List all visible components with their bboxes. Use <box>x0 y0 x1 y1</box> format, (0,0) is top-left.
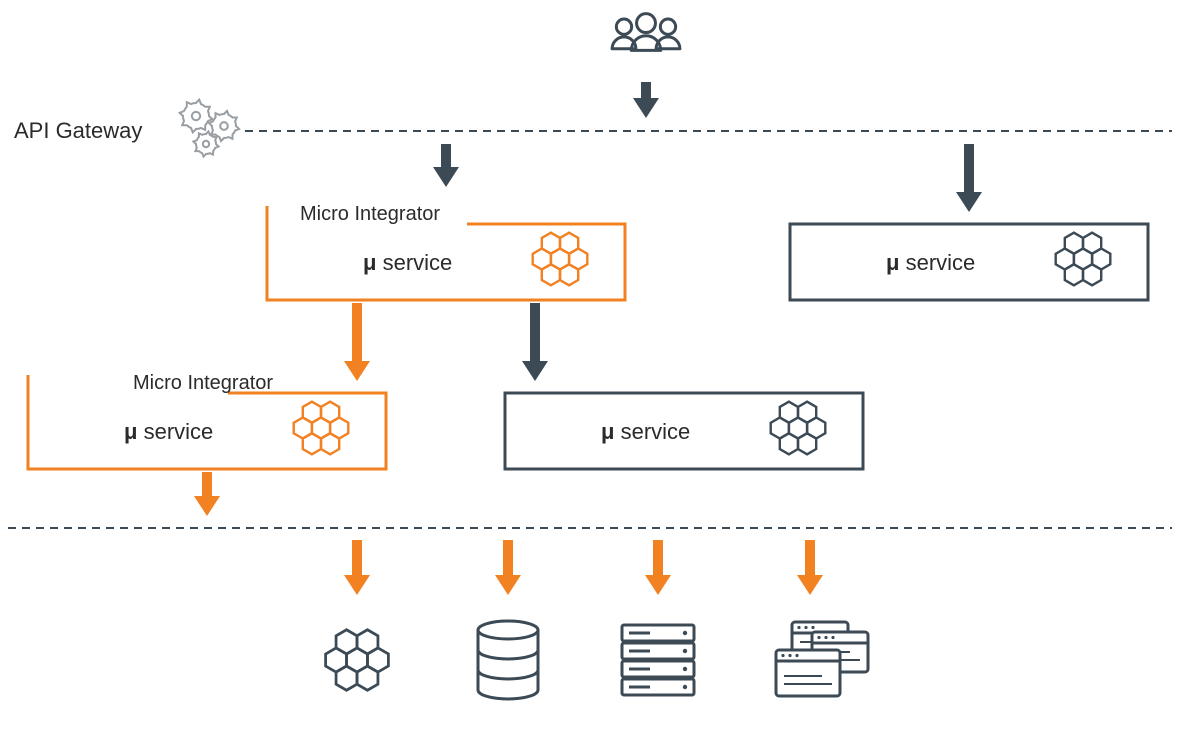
mu-service-label: μ service <box>601 419 690 444</box>
api-gateway-label: API Gateway <box>14 118 142 143</box>
mu-service-label: μ service <box>363 250 452 275</box>
mu-service-label: μ service <box>886 250 975 275</box>
mu-service-label: μ service <box>124 419 213 444</box>
box-title: Micro Integrator <box>133 372 273 394</box>
box-title: Micro Integrator <box>300 203 440 225</box>
